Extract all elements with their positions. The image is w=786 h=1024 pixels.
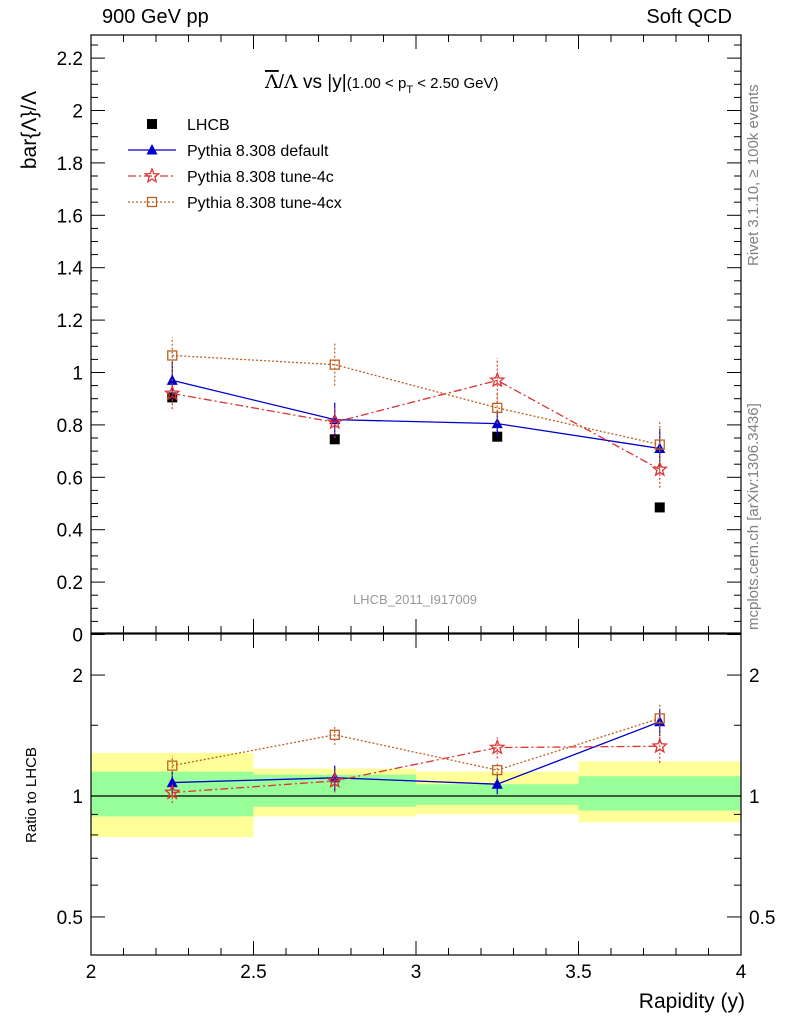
ratio-axis-label: Ratio to LHCB bbox=[23, 747, 40, 843]
ratio-point-pythia-8-308-default bbox=[166, 776, 178, 788]
y-tick-label: 1 bbox=[72, 364, 83, 385]
data-point-lhcb bbox=[329, 434, 340, 445]
ratio-point-pythia-8-308-tune-4cx bbox=[167, 760, 178, 771]
x-tick-label: 2.5 bbox=[240, 962, 266, 983]
x-tick-label: 3 bbox=[411, 962, 422, 983]
energy-label: 900 GeV pp bbox=[102, 6, 209, 28]
legend-label-pythia-8-308-default: Pythia 8.308 default bbox=[187, 143, 329, 160]
series-line-pythia-8-308-default bbox=[172, 379, 660, 450]
y-tick-label: 2 bbox=[72, 102, 83, 123]
data-point-pythia-8-308-tune-4c bbox=[651, 460, 669, 477]
y-tick-label: 1.2 bbox=[57, 311, 83, 332]
legend-marker-lhcb bbox=[147, 119, 157, 129]
chart-title: Λ/Λ vs |y|(1.00 < pT < 2.50 GeV) bbox=[264, 71, 499, 96]
ratio-inner-band bbox=[416, 784, 579, 805]
legend-label-pythia-8-308-tune-4cx: Pythia 8.308 tune-4cx bbox=[187, 195, 342, 212]
x-axis-label: Rapidity (y) bbox=[639, 990, 745, 1013]
data-point-pythia-8-308-tune-4c bbox=[488, 371, 506, 388]
ratio-inner-band bbox=[578, 776, 741, 811]
data-point-pythia-8-308-tune-4cx bbox=[167, 350, 178, 361]
y-tick-label: 1.6 bbox=[57, 206, 83, 227]
ratio-y-tick-label: 2 bbox=[749, 666, 760, 687]
data-point-lhcb bbox=[654, 502, 665, 513]
x-tick-label: 4 bbox=[736, 962, 747, 983]
ratio-point-pythia-8-308-tune-4cx bbox=[329, 729, 340, 740]
ratio-point-pythia-8-308-tune-4c bbox=[488, 738, 506, 755]
y-tick-label: 1.4 bbox=[57, 259, 84, 280]
y-tick-label: 2.2 bbox=[57, 49, 83, 70]
y-tick-label: 0 bbox=[72, 626, 83, 647]
ratio-line-pythia-8-308-default bbox=[172, 721, 660, 785]
ratio-point-pythia-8-308-tune-4c bbox=[163, 783, 181, 800]
series-line-pythia-8-308-tune-4c bbox=[172, 379, 661, 471]
ratio-point-pythia-8-308-tune-4cx bbox=[654, 713, 665, 724]
legend-label-pythia-8-308-tune-4c: Pythia 8.308 tune-4c bbox=[187, 169, 334, 186]
data-point-pythia-8-308-tune-4cx bbox=[492, 402, 503, 414]
ratio-point-pythia-8-308-tune-4c bbox=[326, 772, 344, 789]
data-point-pythia-8-308-tune-4c bbox=[326, 413, 344, 430]
ratio-line-pythia-8-308-tune-4c bbox=[172, 745, 660, 794]
ratio-point-pythia-8-308-tune-4c bbox=[651, 737, 669, 754]
y-tick-label: 0.2 bbox=[57, 573, 83, 594]
data-point-pythia-8-308-tune-4c bbox=[163, 384, 181, 401]
legend-marker-pythia-8-308-tune-4cx bbox=[146, 196, 158, 208]
y-tick-label: 0.4 bbox=[57, 521, 84, 542]
data-point-pythia-8-308-tune-4cx bbox=[329, 359, 340, 370]
category-label: Soft QCD bbox=[646, 6, 732, 28]
ratio-line-pythia-8-308-tune-4cx bbox=[172, 717, 660, 771]
legend-marker-pythia-8-308-tune-4c bbox=[143, 167, 161, 184]
analysis-label: LHCB_2011_I917009 bbox=[353, 592, 477, 607]
ratio-y-tick-label: 0.5 bbox=[57, 908, 83, 929]
data-point-pythia-8-308-tune-4cx bbox=[654, 439, 665, 450]
y-tick-label: 0.8 bbox=[57, 416, 83, 437]
y-tick-label: 0.6 bbox=[57, 468, 83, 489]
series-line-pythia-8-308-tune-4cx bbox=[172, 354, 660, 446]
y-tick-label: 1.8 bbox=[57, 154, 83, 175]
ratio-y-tick-label: 2 bbox=[72, 666, 83, 687]
x-tick-label: 3.5 bbox=[565, 962, 591, 983]
ratio-point-pythia-8-308-default bbox=[329, 771, 341, 783]
legend-label-lhcb: LHCB bbox=[187, 117, 230, 134]
ratio-y-tick-label: 1 bbox=[749, 787, 760, 808]
ratio-point-pythia-8-308-default bbox=[491, 778, 503, 789]
ratio-point-pythia-8-308-tune-4cx bbox=[492, 764, 503, 776]
x-tick-label: 2 bbox=[86, 962, 97, 983]
ratio-y-tick-label: 0.5 bbox=[749, 908, 775, 929]
legend-marker-pythia-8-308-default bbox=[146, 144, 158, 155]
ratio-y-tick-label: 1 bbox=[72, 787, 83, 808]
y-axis-label: bar{Λ}/Λ bbox=[18, 91, 41, 169]
